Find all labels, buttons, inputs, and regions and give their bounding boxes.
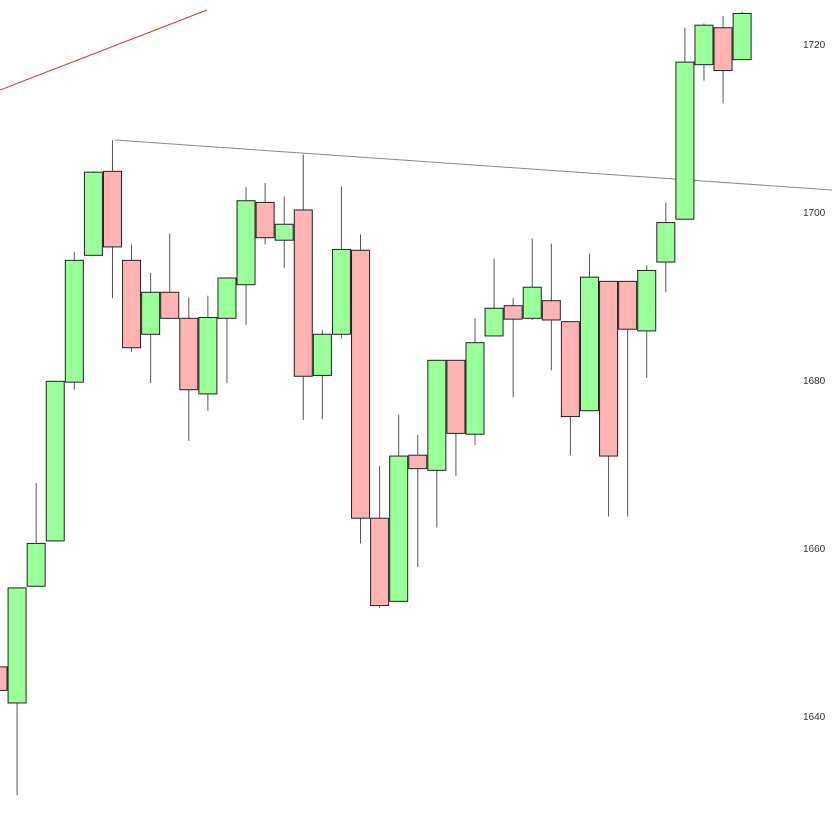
candle-body [64, 259, 84, 383]
candle-body [503, 305, 523, 320]
trend-line [0, 9, 208, 91]
candle-body [408, 454, 428, 470]
candle-body [656, 222, 676, 263]
candle-body [713, 27, 733, 72]
candle-body [732, 12, 752, 61]
candle-body [141, 291, 161, 335]
candle-body [370, 517, 390, 607]
y-tick-label: 1720 [803, 40, 826, 51]
candle-body [26, 542, 46, 587]
candle-body [255, 201, 275, 239]
candle-body [637, 269, 657, 332]
candle-body [236, 200, 256, 286]
candle-body [312, 333, 332, 376]
candle-body [122, 259, 142, 349]
y-tick-label: 1700 [803, 208, 826, 219]
y-tick-label: 1660 [803, 544, 826, 555]
candle-body [7, 587, 27, 704]
candle-body [102, 170, 122, 248]
candle-body [351, 249, 371, 519]
y-tick-label: 1640 [803, 712, 826, 723]
candle-body [160, 291, 180, 319]
candle-body [579, 276, 599, 412]
candle-body [694, 24, 714, 66]
trend-line [114, 139, 833, 191]
candle-body [179, 317, 199, 391]
y-tick-label: 1680 [803, 376, 826, 387]
candle-body [427, 359, 447, 471]
candle-body [45, 380, 65, 542]
candle-body [599, 280, 619, 457]
candle-body [274, 223, 294, 241]
candle-body [484, 307, 504, 337]
candle-body [465, 342, 485, 435]
candle-body [618, 280, 638, 330]
candle-body [217, 277, 237, 319]
candle-body [446, 359, 466, 434]
candle-body [198, 316, 218, 395]
candle-body [83, 171, 103, 256]
candle-body [541, 300, 561, 321]
candle-body [560, 321, 580, 418]
candle-body [331, 248, 351, 335]
candle-body [522, 286, 542, 319]
candle-body [0, 666, 8, 691]
candle-body [389, 455, 409, 602]
candle-body [293, 209, 313, 377]
candle-body [675, 61, 695, 220]
